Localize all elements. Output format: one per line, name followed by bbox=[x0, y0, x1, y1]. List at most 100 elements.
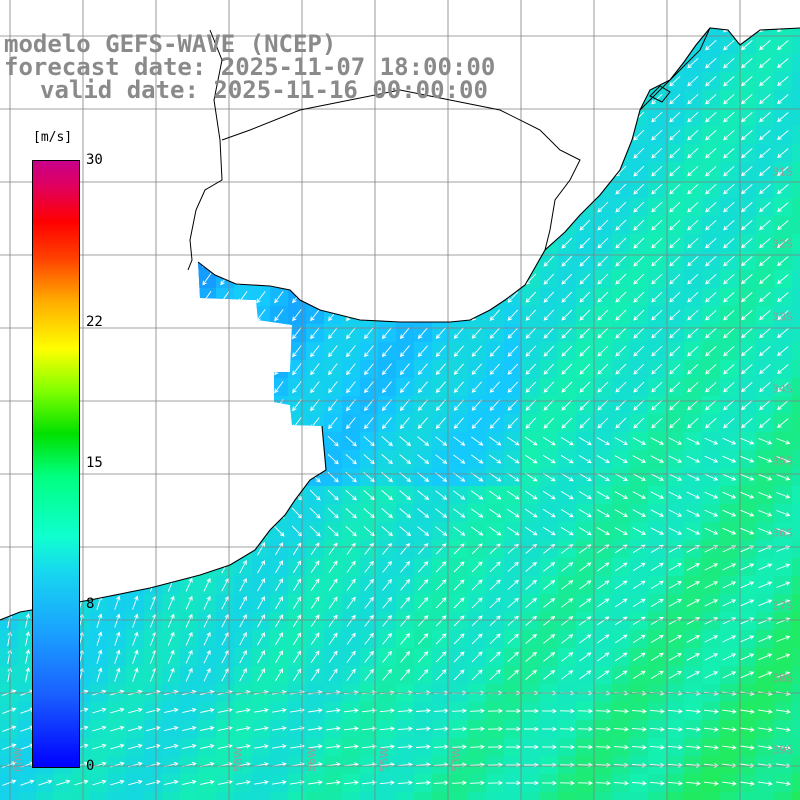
wind-vector bbox=[326, 726, 341, 731]
wind-vector bbox=[560, 472, 574, 482]
wind-vector bbox=[579, 75, 591, 87]
wind-cell bbox=[126, 378, 144, 396]
wind-vector bbox=[273, 435, 285, 447]
wind-cell bbox=[162, 270, 180, 288]
wind-vector bbox=[379, 780, 395, 785]
wind-vector bbox=[94, 344, 104, 358]
wind-vector bbox=[489, 201, 501, 213]
wind-cell bbox=[144, 468, 162, 486]
wind-vector bbox=[379, 726, 395, 731]
wind-vector bbox=[723, 291, 735, 303]
wind-cell bbox=[0, 558, 18, 576]
wind-cell bbox=[396, 306, 414, 324]
wind-vector bbox=[506, 508, 520, 518]
wind-vector bbox=[25, 577, 31, 592]
wind-vector bbox=[524, 526, 538, 536]
wind-cell bbox=[288, 270, 306, 288]
wind-cell bbox=[540, 28, 558, 36]
wind-vector bbox=[166, 344, 176, 358]
wind-vector bbox=[541, 744, 557, 750]
wind-vector bbox=[758, 76, 771, 87]
wind-vector bbox=[238, 273, 248, 286]
wind-vector bbox=[184, 200, 194, 214]
wind-vector bbox=[274, 417, 284, 430]
wind-cell bbox=[216, 360, 234, 378]
latitude-label: 33S bbox=[772, 310, 793, 324]
wind-cell bbox=[144, 162, 162, 180]
wind-vector bbox=[615, 417, 627, 429]
wind-vector bbox=[723, 201, 735, 213]
colorbar-tick: 0 bbox=[86, 758, 95, 774]
wind-vector bbox=[650, 670, 664, 679]
wind-vector bbox=[740, 28, 753, 33]
wind-vector bbox=[776, 418, 789, 429]
wind-cell bbox=[792, 90, 800, 108]
wind-vector bbox=[614, 634, 628, 644]
wind-vector bbox=[256, 111, 266, 124]
wind-vector bbox=[507, 28, 519, 33]
wind-vector bbox=[597, 634, 610, 644]
wind-vector bbox=[579, 291, 591, 303]
wind-cell bbox=[108, 504, 126, 522]
wind-vector bbox=[631, 708, 647, 714]
wind-vector bbox=[96, 649, 103, 664]
wind-vector bbox=[112, 416, 122, 430]
wind-vector bbox=[5, 434, 13, 448]
wind-vector bbox=[130, 254, 140, 268]
wind-cell bbox=[504, 162, 522, 180]
wind-vector bbox=[309, 507, 321, 519]
wind-vector bbox=[525, 327, 537, 339]
wind-vector bbox=[22, 236, 31, 250]
wind-vector bbox=[758, 58, 771, 69]
wind-cell bbox=[324, 288, 342, 306]
wind-vector bbox=[543, 652, 556, 662]
wind-vector bbox=[758, 599, 773, 607]
wind-vector bbox=[203, 613, 211, 628]
wind-vector bbox=[364, 632, 374, 645]
wind-cell bbox=[180, 126, 198, 144]
wind-vector bbox=[166, 453, 176, 466]
wind-vector bbox=[364, 381, 374, 394]
wind-vector bbox=[238, 255, 248, 268]
wind-vector bbox=[400, 560, 411, 573]
wind-vector bbox=[578, 455, 592, 464]
wind-vector bbox=[453, 219, 464, 231]
wind-cell bbox=[594, 36, 612, 54]
wind-cell bbox=[162, 108, 180, 126]
wind-vector bbox=[561, 75, 573, 87]
wind-vector bbox=[400, 650, 411, 663]
wind-vector bbox=[415, 708, 431, 714]
wind-vector bbox=[435, 165, 446, 178]
lagoon bbox=[649, 85, 671, 103]
wind-cell bbox=[234, 144, 252, 162]
wind-cell bbox=[234, 234, 252, 252]
wind-vector bbox=[723, 327, 735, 339]
wind-cell bbox=[198, 414, 216, 432]
wind-vector bbox=[562, 4, 572, 14]
wind-vector bbox=[669, 255, 681, 267]
wind-vector bbox=[669, 363, 681, 375]
wind-cell bbox=[522, 72, 540, 90]
wind-vector bbox=[722, 509, 737, 517]
wind-vector bbox=[328, 183, 338, 196]
wind-vector bbox=[705, 183, 717, 195]
wind-vector bbox=[327, 489, 339, 501]
wind-vector bbox=[94, 525, 104, 538]
wind-vector bbox=[687, 327, 699, 339]
wind-vector bbox=[40, 146, 49, 160]
wind-vector bbox=[615, 309, 627, 321]
wind-vector bbox=[776, 745, 791, 750]
wind-vector bbox=[507, 399, 519, 411]
wind-cell bbox=[144, 216, 162, 234]
wind-vector bbox=[364, 542, 374, 555]
wind-cell bbox=[612, 0, 630, 18]
wind-cell bbox=[612, 126, 630, 144]
wind-vector bbox=[164, 725, 179, 732]
wind-vector bbox=[705, 75, 717, 87]
wind-cell bbox=[792, 702, 800, 720]
wind-cell bbox=[594, 28, 612, 36]
wind-vector bbox=[615, 39, 627, 51]
wind-cell bbox=[108, 522, 126, 540]
wind-vector bbox=[633, 39, 645, 51]
wind-vector bbox=[650, 634, 664, 643]
